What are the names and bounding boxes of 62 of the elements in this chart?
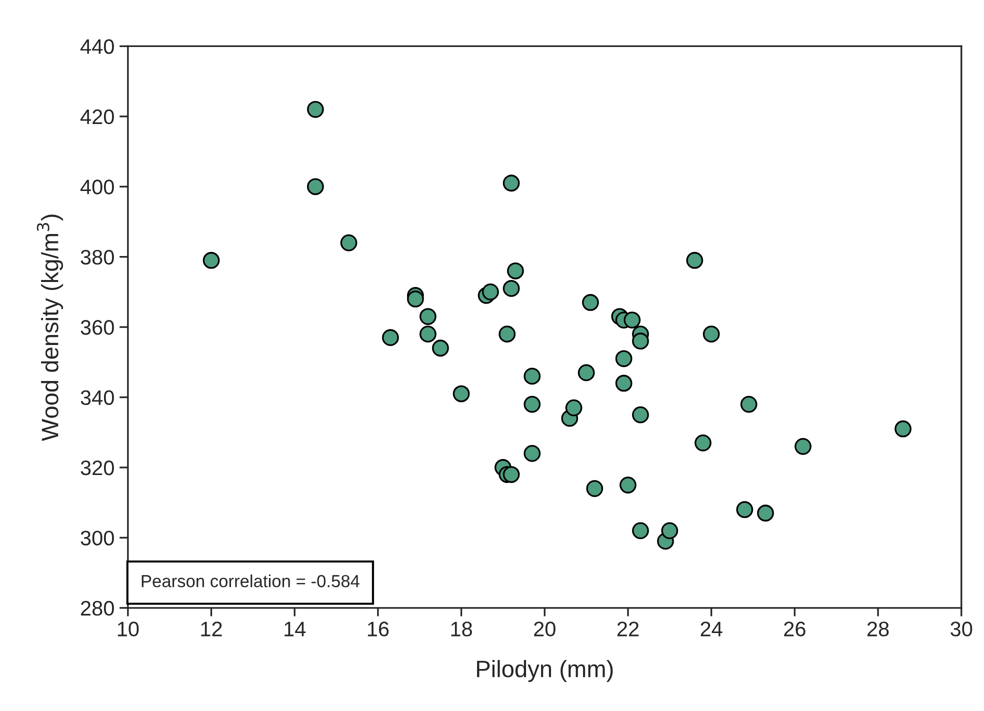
point (524, 368, 541, 385)
point (740, 396, 758, 413)
y-tick-label: 320 (80, 460, 114, 476)
x-axis-title: Pilodyn (mm) (477, 660, 613, 682)
point (307, 178, 324, 196)
point (694, 434, 712, 452)
annotation: Pearson correlation = -0.584 (142, 574, 360, 588)
point (420, 326, 436, 343)
point (702, 326, 720, 343)
point (586, 480, 604, 497)
point (502, 174, 520, 192)
point (794, 438, 812, 455)
point (632, 406, 649, 424)
y-tick-label: 360 (80, 320, 114, 335)
x-tick-label: 24 (700, 622, 722, 636)
point (582, 294, 599, 311)
y-tick-label: 340 (80, 390, 114, 406)
point (340, 234, 358, 252)
y-tick-label: 380 (80, 250, 114, 265)
point (202, 252, 220, 269)
point (452, 385, 470, 402)
point (565, 399, 582, 416)
y-tick-label: 400 (80, 180, 114, 194)
point (736, 501, 754, 518)
point (894, 420, 912, 438)
point (632, 332, 649, 350)
point (686, 252, 704, 269)
point (502, 466, 520, 483)
y-tick-label: 440 (80, 39, 114, 54)
point (307, 100, 324, 118)
x-tick-label: 18 (451, 622, 472, 636)
point (615, 374, 632, 392)
x-tick-label: 30 (950, 622, 972, 636)
point (407, 290, 424, 308)
point (432, 340, 449, 357)
point (620, 476, 636, 494)
x-tick-label: 16 (368, 622, 389, 636)
point (420, 308, 436, 325)
point (498, 326, 516, 343)
point (482, 284, 499, 300)
x-tick-label: 20 (534, 622, 556, 636)
x-tick-label: 26 (784, 622, 806, 636)
point (524, 396, 541, 413)
point (507, 262, 524, 280)
x-tick-label: 12 (201, 622, 222, 636)
point (661, 522, 678, 540)
point (757, 504, 774, 522)
point (382, 329, 399, 346)
point (615, 350, 632, 368)
x-tick-label: 14 (284, 622, 306, 636)
y-axis-title: Wood density (kg/m$^{3}$) (36, 214, 64, 441)
point (632, 522, 649, 540)
point (624, 312, 641, 328)
x-tick-label: 22 (617, 622, 639, 636)
point (524, 445, 541, 462)
y-tick-label: 420 (80, 109, 114, 124)
y-tick-label: 280 (81, 600, 114, 616)
x-tick-label: 10 (118, 622, 139, 636)
x-tick-label: 28 (867, 622, 889, 636)
point (502, 280, 520, 297)
y-tick-label: 300 (80, 530, 114, 546)
point (578, 364, 595, 382)
